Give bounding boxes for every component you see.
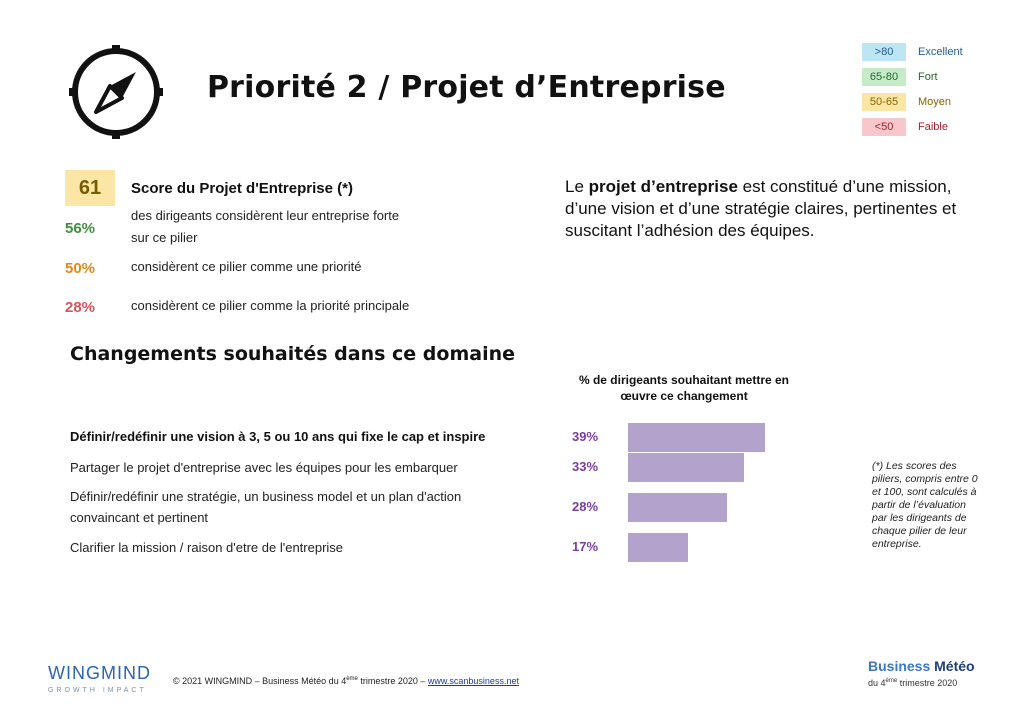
scanbusiness-link[interactable]: www.scanbusiness.net <box>427 676 519 686</box>
stat-pct-priority: 50% <box>65 260 96 277</box>
legend-range: 50-65 <box>862 93 906 111</box>
section-title: Changements souhaités dans ce domaine <box>70 343 515 365</box>
change-label-mission: Clarifier la mission / raison d'etre de … <box>70 540 344 555</box>
legend-range: 65-80 <box>862 68 906 86</box>
chart-bar <box>628 532 688 562</box>
stat-pct-main-priority: 28% <box>65 299 96 316</box>
legend-row: <50 Faible <box>862 118 948 136</box>
chart-value-label: 39% <box>572 429 599 444</box>
chart-value-label: 28% <box>572 499 599 514</box>
chart-value-label: 17% <box>572 539 599 554</box>
legend-label: Faible <box>918 121 948 133</box>
score-value: 61 <box>65 170 115 206</box>
wingmind-logo: WINGMIND <box>48 663 151 683</box>
legend-range: >80 <box>862 43 906 61</box>
legend-range: <50 <box>862 118 906 136</box>
chart-title: % de dirigeants souhaitant mettre en œuv… <box>578 373 790 403</box>
footnote: (*) Les scores des piliers, compris entr… <box>872 460 978 550</box>
stat-pct-strong: 56% <box>65 220 96 237</box>
legend-label: Fort <box>918 71 938 83</box>
change-label-share: Partager le projet d'entreprise avec les… <box>70 460 458 475</box>
chart-value-label: 33% <box>572 459 599 474</box>
legend-label: Moyen <box>918 96 952 108</box>
footer-copyright: © 2021 WINGMIND – Business Météo du 4ème… <box>173 676 519 686</box>
chart-bar <box>628 492 727 522</box>
chart-bar <box>628 422 766 452</box>
wingmind-tagline: GROWTH IMPACT <box>48 687 147 694</box>
stat-text-priority: considèrent ce pilier comme une priorité <box>131 259 362 274</box>
page-title: Priorité 2 / Projet d’Entreprise <box>207 70 726 105</box>
compass-icon <box>69 45 163 139</box>
stat-text-main-priority: considèrent ce pilier comme la priorité … <box>131 298 410 313</box>
change-label-vision: Définir/redéfinir une vision à 3, 5 ou 1… <box>70 429 486 444</box>
change-label-strategy: Définir/redéfinir une stratégie, un busi… <box>70 489 462 525</box>
business-meteo-logo: Business Météo <box>868 658 975 674</box>
legend-row: 50-65 Moyen <box>862 93 951 111</box>
legend-row: >80 Excellent <box>862 43 963 61</box>
pillar-description: Le projet d’entreprise est constitué d’u… <box>565 177 957 240</box>
business-meteo-subtitle: du 4ème trimestre 2020 <box>868 678 958 688</box>
chart-bar <box>628 452 745 482</box>
score-label: Score du Projet d'Entreprise (*) <box>131 180 353 197</box>
legend-label: Excellent <box>918 46 963 58</box>
stat-text-strong: des dirigeants considèrent leur entrepri… <box>131 208 400 245</box>
legend-row: 65-80 Fort <box>862 68 938 86</box>
